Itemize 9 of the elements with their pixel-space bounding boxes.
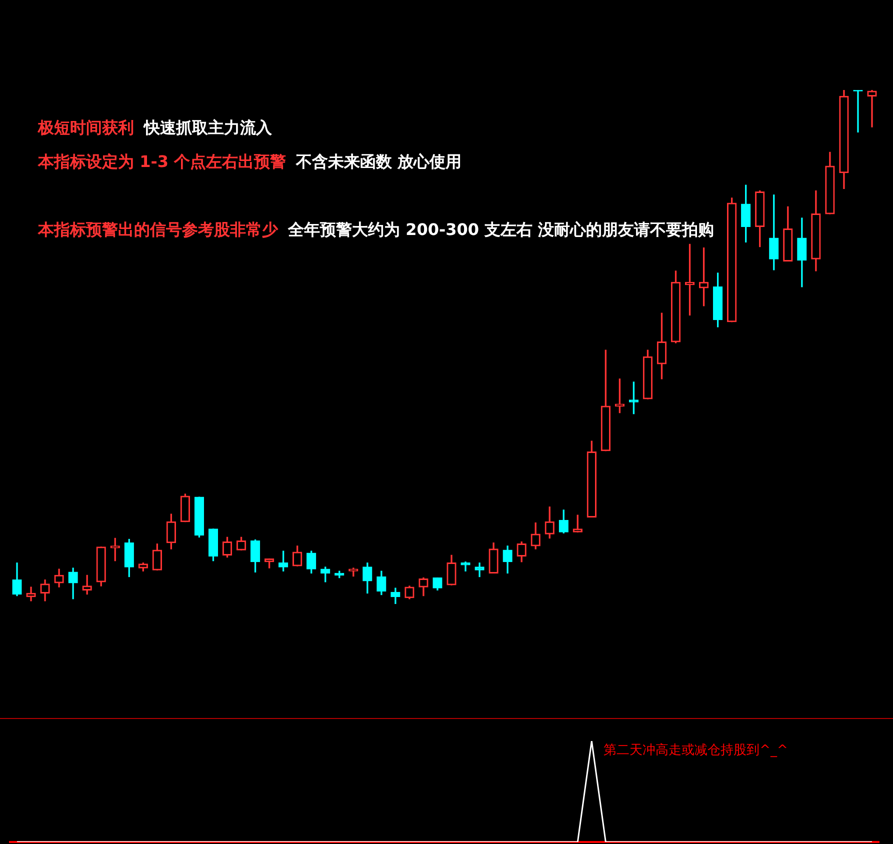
annotation: 本指标设定为 1-3 个点左右出预警 [38,152,286,171]
annotation: 不含未来函数 放心使用 [296,152,462,171]
candlestick [853,90,863,132]
candlestick [867,90,877,128]
annotation: 全年预警大约为 200-300 支左右 没耐心的朋友请不要拍购 [288,220,714,239]
annotation: 第二天冲高走或减仓持股到^_^ [604,742,788,759]
annotation: 快速抓取主力流入 [144,118,272,137]
annotation: 本指标预警出的信号参考股非常少 [38,220,278,239]
annotation: 极短时间获利 [38,118,134,137]
